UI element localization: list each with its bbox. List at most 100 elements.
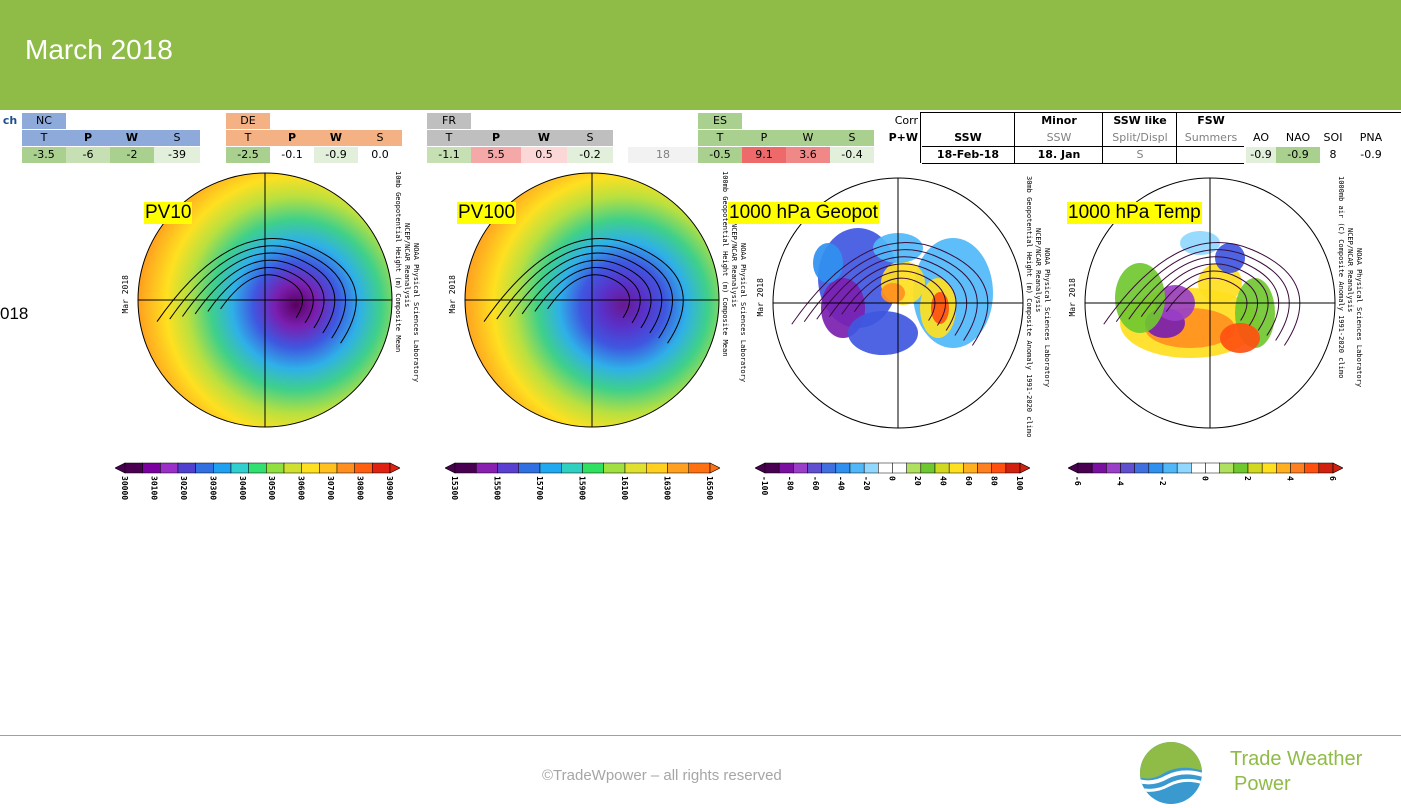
colorbar-tick-label: 30600 — [296, 476, 306, 501]
map-caption-pv100: NOAA Physical Sciences Laboratory — [739, 243, 747, 383]
table-cell: -0.9 — [1276, 147, 1320, 163]
map-caption-geo: NOAA Physical Sciences Laboratory — [1043, 248, 1051, 388]
colorbar-swatch — [1106, 462, 1121, 474]
table-rule — [920, 112, 1401, 113]
colorbar-swatch — [778, 462, 794, 474]
colorbar-swatch — [354, 462, 373, 474]
colorbar-swatch — [991, 462, 1007, 474]
colorbar-swatch — [142, 462, 161, 474]
colorbar-arrow-left — [445, 462, 456, 474]
table-cell: -39 — [154, 147, 200, 163]
table-cell: -0.5 — [698, 147, 742, 163]
colorbar-tick-label: 15900 — [577, 476, 587, 501]
colorbar-swatch — [1304, 462, 1320, 474]
table-cell: P — [471, 130, 521, 146]
table-cell: -1.1 — [427, 147, 471, 163]
colorbar-temp — [1068, 462, 1343, 474]
copyright-text: ©TradeWpower – all rights reserved — [542, 767, 782, 784]
brand-line-1: Trade Weather — [1230, 748, 1363, 770]
colorbar-tick-label: -60 — [811, 476, 820, 491]
colorbar-tick-label: -4 — [1115, 476, 1125, 486]
colorbar-swatch — [497, 462, 519, 474]
colorbar-tick-label: 15700 — [535, 476, 544, 501]
table-cell: 18 — [628, 147, 698, 163]
colorbar-swatch — [582, 462, 604, 474]
colorbar-tick-label: -2 — [1158, 476, 1167, 486]
colorbar-swatch — [1162, 462, 1178, 474]
table-cell: SSW like — [1104, 113, 1176, 129]
colorbar-swatch — [1176, 462, 1192, 474]
table-rule — [1176, 113, 1177, 163]
table-cell: Split/Displ — [1104, 130, 1176, 146]
colorbar-tick-label: 30300 — [208, 476, 218, 501]
colorbar-swatch — [1077, 462, 1093, 474]
table-rule — [920, 113, 921, 163]
colorbar-swatch — [230, 462, 249, 474]
table-cell: -0.9 — [314, 147, 358, 163]
colorbar-swatch — [934, 462, 950, 474]
colorbar-swatch — [248, 462, 267, 474]
colorbar-swatch — [195, 462, 214, 474]
table-cell: P — [270, 130, 314, 146]
table-cell: W — [521, 130, 567, 146]
colorbar-swatch — [667, 462, 689, 474]
table-cell: W — [786, 130, 830, 146]
table-cell: -0.9 — [1346, 147, 1396, 163]
table-cell: W — [314, 130, 358, 146]
colorbar-swatch — [518, 462, 541, 474]
colorbar-swatch — [1005, 462, 1021, 474]
colorbar-swatch — [1091, 462, 1107, 474]
map-caption-geo: NCEP/NCAR Reanalysis — [1034, 228, 1042, 313]
colorbar-swatch — [624, 462, 647, 474]
colorbar-swatch — [213, 462, 232, 474]
table-cell: Corr — [874, 113, 918, 129]
colorbar-geo — [755, 462, 1030, 474]
colorbar-tick-label: 30200 — [178, 476, 188, 501]
colorbar-swatch — [124, 462, 143, 474]
colorbar-tick-label: 30000 — [120, 476, 129, 501]
colorbar-swatch — [764, 462, 780, 474]
colorbar-tick-label: 0 — [887, 476, 897, 481]
table-cell: T — [427, 130, 471, 146]
map-caption-pv10: NOAA Physical Sciences Laboratory — [412, 243, 420, 383]
colorbar-swatch — [1120, 462, 1135, 474]
colorbar-swatch — [807, 462, 822, 474]
colorbar-swatch — [1318, 462, 1334, 474]
table-cell: FSW — [1178, 113, 1244, 129]
colorbar-tick-label: 16300 — [662, 476, 672, 501]
table-cell: Minor — [1016, 113, 1102, 129]
table-cell: S — [358, 130, 402, 146]
map-caption-temp: 1000mb air (C) Composite Anomaly 1991-20… — [1337, 176, 1345, 379]
table-rule — [1102, 113, 1103, 163]
table-cell: -2.5 — [226, 147, 270, 163]
table-cell: -0.1 — [270, 147, 314, 163]
table-cell: 18-Feb-18 — [922, 147, 1014, 163]
colorbar-tick-label: 6 — [1328, 476, 1337, 481]
table-cell: AO — [1246, 130, 1276, 146]
table-cell: T — [698, 130, 742, 146]
colorbar-swatch — [863, 462, 879, 474]
colorbar-swatch — [1191, 462, 1206, 474]
colorbar-swatch — [319, 462, 338, 474]
colorbar-swatch — [336, 462, 355, 474]
colorbar-tick-label: -6 — [1073, 476, 1082, 486]
colorbar-tick-label: 16100 — [620, 476, 629, 501]
footer-divider — [0, 735, 1401, 736]
table-cell: 0.5 — [521, 147, 567, 163]
colorbar-arrow-left — [755, 462, 766, 474]
map-caption-pv10: 10mb Geopotential Height (m) Composite M… — [394, 171, 402, 353]
map-caption-pv100: 100mb Geopotential Height (m) Composite … — [721, 171, 729, 357]
colorbar-tick-label: -100 — [760, 476, 769, 496]
trade-weather-power-logo-icon — [1140, 742, 1202, 804]
map-caption-pv100: NCEP/NCAR Reanalysis — [730, 223, 738, 308]
colorbar-tick-label: -80 — [785, 476, 795, 491]
colorbar-pv10 — [115, 462, 400, 474]
table-cell: P+W — [874, 130, 918, 146]
table-cell: S — [154, 130, 200, 146]
colorbar-tick-label: 30400 — [237, 476, 247, 501]
colorbar-tick-label: 30100 — [149, 476, 159, 501]
colorbar-swatch — [283, 462, 302, 474]
colorbar-swatch — [1247, 462, 1263, 474]
map-date-geo: Mar 2018 — [756, 278, 765, 317]
polar-map-temp — [1084, 177, 1336, 429]
